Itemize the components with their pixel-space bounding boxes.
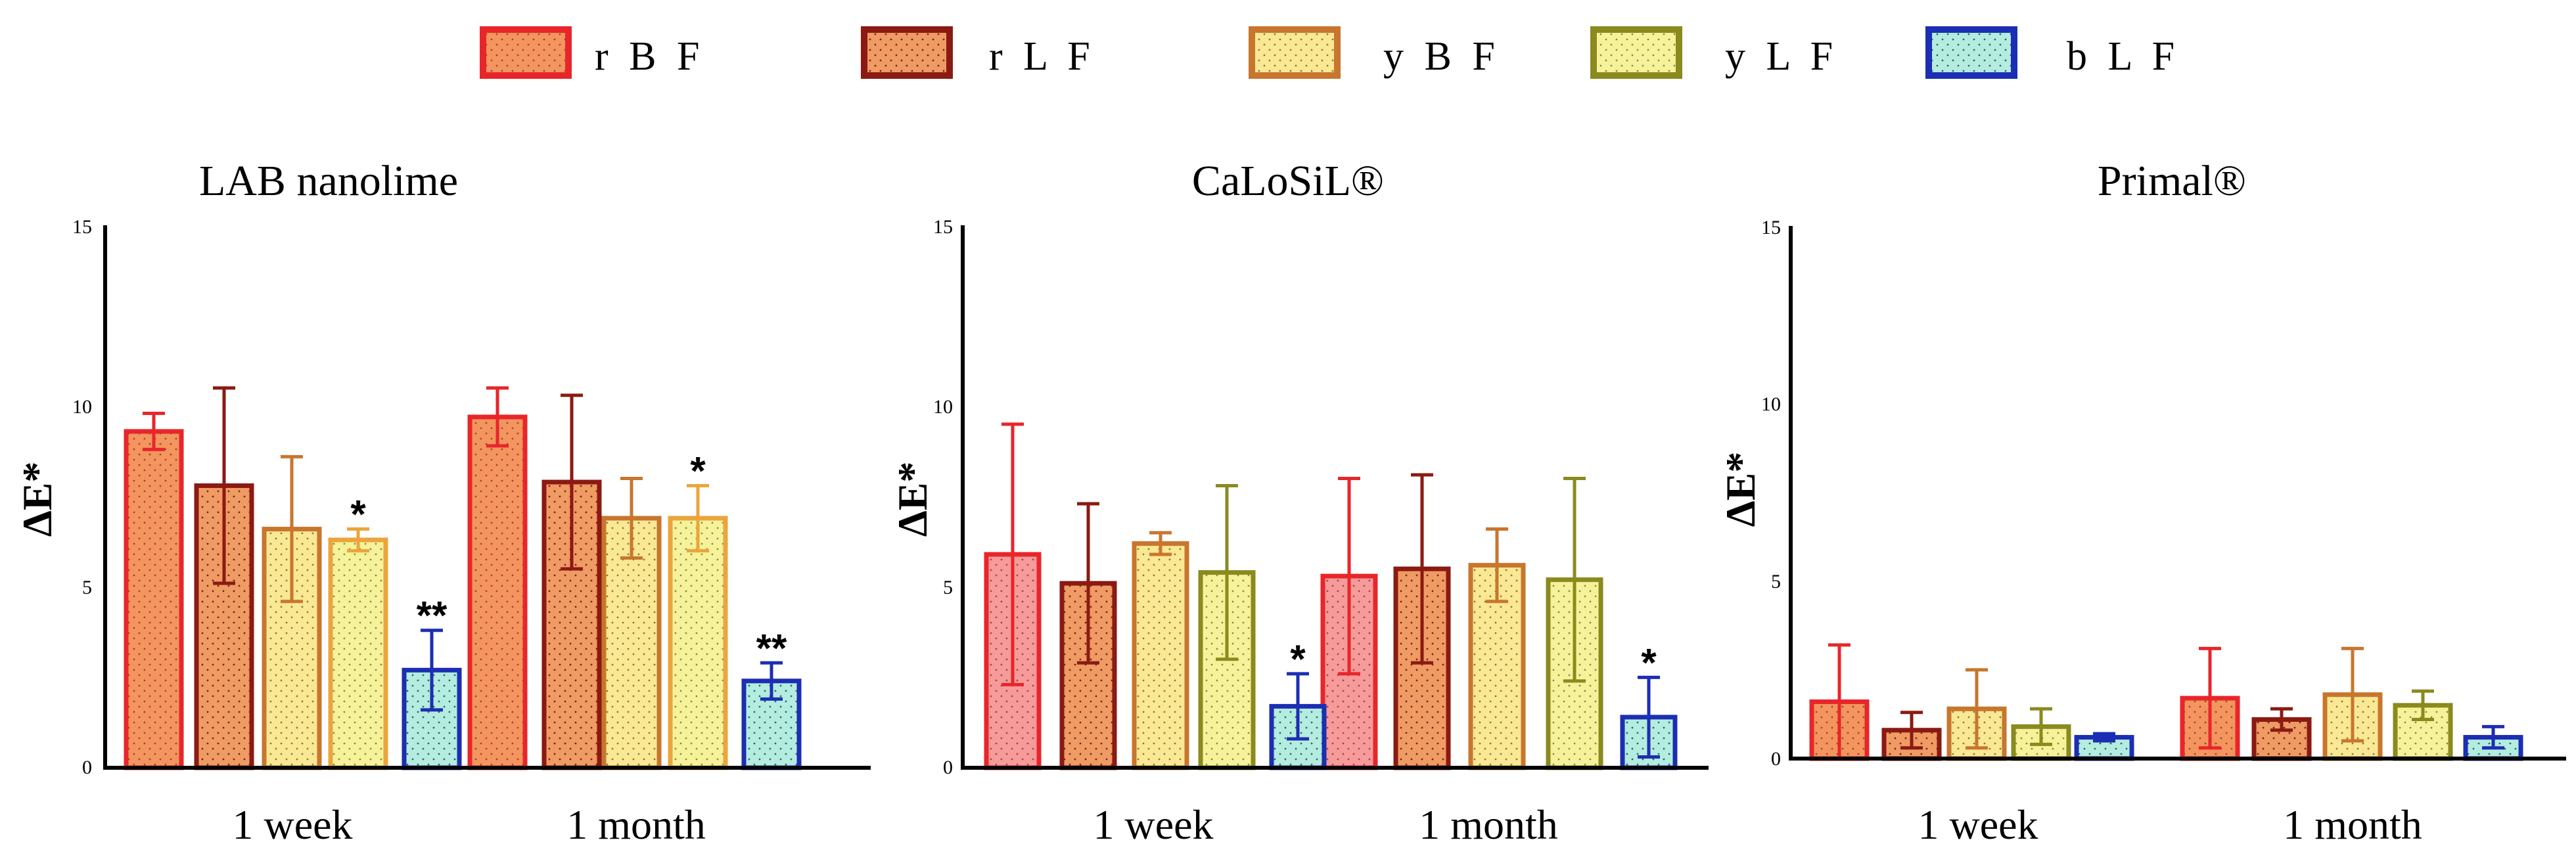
error-bar [213,386,235,585]
panel-title-primal: Primal® [2098,157,2246,205]
legend-swatch-rBF [480,26,572,79]
significance-marker: * [350,493,366,537]
y-tick-label: 15 [933,216,953,238]
y-tick-label: 0 [943,757,953,778]
error-bar [486,386,509,448]
error-bar [2199,646,2221,750]
error-bar [281,454,303,604]
error-bar [2093,732,2115,743]
error-bar [347,527,369,553]
bar-yBF-1-week [1132,541,1189,770]
error-bar [1216,483,1238,661]
error-bar [1287,672,1309,741]
legend-swatch-rLF [861,26,953,79]
legend: r B F r L F y B F y L F b L F [480,26,2180,79]
bars-lab-nanolime: ****** [124,386,802,770]
y-ticks-lab-nanolime: 0 5 10 15 [72,216,92,778]
y-ticks-calosil: 0 5 10 15 [933,216,953,778]
error-bar [561,393,583,571]
y-axis-label-lab-nanolime: ΔE* [14,462,60,537]
y-tick-label: 0 [82,757,92,778]
error-bar [687,483,709,553]
significance-marker: * [690,449,706,493]
error-bar [1638,675,1660,759]
error-bar [1966,668,1988,750]
legend-label-rBF: r B F [595,34,704,79]
legend-item-yBF: y B F [1249,26,1500,79]
error-bar [1077,502,1099,665]
error-bar [1001,422,1024,686]
error-bar [760,661,783,701]
bar-rBF-1-month [467,414,528,770]
error-bar [2482,724,2504,750]
error-bar [1338,476,1360,676]
legend-item-rLF: r L F [861,26,1095,79]
error-bar [1411,473,1433,665]
y-tick-label: 10 [933,396,953,418]
error-bar [1900,711,1923,750]
significance-marker: ** [417,594,448,638]
error-bar [421,629,443,712]
legend-swatch-bLF [1925,26,2017,79]
significance-marker: * [1641,640,1657,684]
panel-lab-nanolime: LAB nanolime ΔE* 0 5 10 15 ****** 1 week… [14,157,871,848]
error-bar [2341,646,2364,743]
legend-swatch-yLF [1590,26,1682,79]
x-category-label: 1 week [232,801,352,848]
bars-primal [1809,643,2523,761]
significance-marker: * [1290,637,1306,681]
x-category-label: 1 week [1918,801,2038,848]
error-bar [1563,476,1586,683]
y-axis-label-calosil: ΔE* [889,462,936,537]
panel-title-calosil: CaLoSiL® [1192,157,1384,205]
x-category-label: 1 month [1419,801,1558,848]
error-bar [1486,527,1508,604]
error-bar [1149,531,1172,556]
x-category-label: 1 month [566,801,706,848]
error-bar [2030,707,2052,746]
legend-label-yLF: y L F [1725,34,1838,79]
y-tick-label: 0 [1771,748,1781,770]
legend-item-rBF: r B F [480,26,704,79]
legend-swatch-yBF [1249,26,1341,79]
error-bar [2412,689,2434,722]
bar-rBF-1-week [124,429,184,770]
x-category-label: 1 month [2283,801,2422,848]
bars-calosil: * * [984,422,1678,770]
legend-item-yLF: y L F [1590,26,1838,79]
x-category-label: 1 week [1093,801,1213,848]
y-tick-label: 15 [72,216,92,238]
y-tick-label: 5 [82,577,92,598]
panel-title-lab-nanolime: LAB nanolime [199,157,458,205]
y-tick-label: 15 [1761,217,1781,238]
y-tick-label: 10 [72,396,92,418]
legend-item-bLF: b L F [1925,26,2180,79]
error-bar [143,411,165,451]
legend-label-bLF: b L F [2067,34,2180,79]
legend-label-rLF: r L F [989,34,1095,79]
bar-yLF-1-month [668,516,728,770]
y-ticks-primal: 0 5 10 15 [1761,217,1781,770]
significance-marker: ** [756,626,787,670]
y-tick-label: 5 [943,577,953,598]
error-bar [2270,707,2293,732]
y-axis-label-primal: ΔE* [1717,452,1764,527]
y-tick-label: 5 [1771,571,1781,592]
legend-label-yBF: y B F [1383,34,1500,79]
panel-calosil: CaLoSiL® ΔE* 0 5 10 15 * * 1 week 1 month [889,157,1709,848]
panel-primal: Primal® ΔE* 0 5 10 15 1 week 1 month [1717,157,2566,848]
error-bar [620,476,643,560]
y-tick-label: 10 [1761,393,1781,415]
bar-yLF-1-week [328,537,388,770]
bar-yBF-1-month [601,516,662,770]
